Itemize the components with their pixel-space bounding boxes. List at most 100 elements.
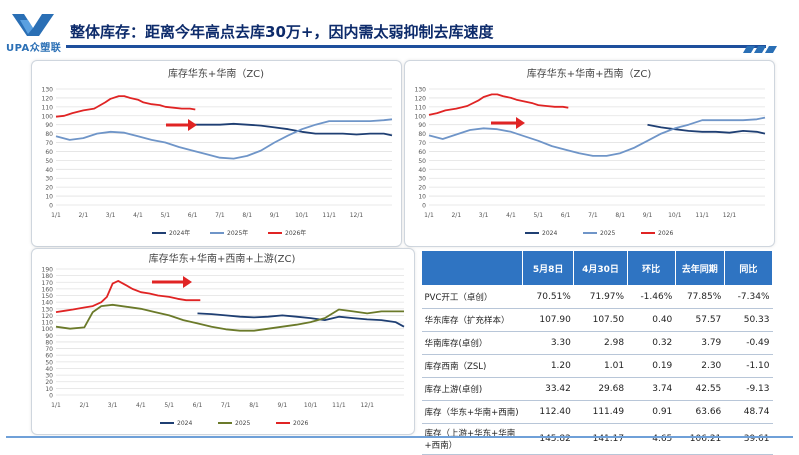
inventory-table: 5月8日 4月30日 环比 去年同期 同比 PVC开工（卓创） 70.51% 7… — [421, 250, 774, 455]
x-tick-label: 5/1 — [160, 212, 170, 219]
chart-title: 库存华东+华南（ZC) — [168, 67, 264, 80]
title-underline — [66, 45, 766, 48]
y-tick-label: 80 — [45, 339, 53, 346]
table-row: 华南库存(卓创） 3.30 2.98 0.32 3.79 -0.49 — [421, 331, 773, 355]
y-tick-label: 110 — [42, 104, 54, 111]
x-tick-label: 10/1 — [304, 402, 318, 409]
row-label: 库存（华东+华南+西南) — [421, 400, 523, 424]
y-tick-label: 50 — [418, 158, 426, 165]
y-tick-label: 110 — [415, 104, 427, 111]
x-tick-label: 8/1 — [249, 402, 259, 409]
cell-value: 0.19 — [627, 354, 676, 378]
upa-logo — [12, 14, 54, 36]
y-tick-label: 190 — [42, 267, 54, 274]
x-tick-label: 11/1 — [322, 212, 336, 219]
cell-value: 107.90 — [522, 308, 574, 332]
x-tick-label: 7/1 — [215, 212, 225, 219]
series-line-2024年 — [192, 122, 393, 137]
row-label: 库存上游(卓创) — [421, 377, 523, 401]
cell-value: 3.30 — [522, 331, 574, 355]
chart-panel-3: 库存华东+华南+西南+上游(ZC) 0 10 20 30 40 50 60 70 80 90 100 1… — [31, 248, 415, 435]
y-tick-label: 60 — [418, 149, 426, 156]
footer-rule — [6, 436, 793, 438]
table-header: 去年同期 — [674, 250, 725, 286]
x-tick-label: 2/1 — [79, 402, 89, 409]
y-tick-label: 90 — [418, 122, 426, 129]
legend-label: 2025 — [235, 420, 250, 427]
y-tick-label: 30 — [45, 176, 53, 183]
x-tick-label: 8/1 — [615, 212, 625, 219]
y-tick-label: 170 — [42, 280, 54, 287]
cell-value: 0.40 — [627, 308, 676, 332]
legend-label: 2024 — [177, 420, 192, 427]
y-tick-label: 130 — [42, 306, 54, 313]
x-tick-label: 3/1 — [108, 402, 118, 409]
y-tick-label: 120 — [42, 95, 54, 102]
table-row: 库存上游(卓创) 33.42 29.68 3.74 42.55 -9.13 — [421, 377, 773, 401]
series-line-2024 — [197, 312, 405, 328]
title-decoration — [764, 46, 778, 53]
y-tick-label: 160 — [42, 286, 54, 293]
x-tick-label: 5/1 — [533, 212, 543, 219]
table-header: 4月30日 — [573, 250, 628, 286]
x-tick-label: 6/1 — [193, 402, 203, 409]
x-tick-label: 4/1 — [506, 212, 516, 219]
cell-value: 107.50 — [573, 308, 628, 332]
y-tick-label: 40 — [418, 167, 426, 174]
row-label: 华东库存（扩充样本） — [421, 308, 523, 332]
table-row: 华东库存（扩充样本） 107.90 107.50 0.40 57.57 50.3… — [421, 308, 773, 332]
x-tick-label: 7/1 — [221, 402, 231, 409]
y-tick-label: 100 — [42, 326, 54, 333]
y-tick-label: 140 — [42, 300, 54, 307]
y-tick-label: 0 — [49, 203, 53, 210]
cell-value: 1.01 — [573, 354, 628, 378]
y-tick-label: 0 — [422, 203, 426, 210]
cell-value: 1.20 — [522, 354, 574, 378]
cell-value: 50.33 — [724, 308, 773, 332]
x-tick-label: 6/1 — [561, 212, 571, 219]
table-header-row: 5月8日 4月30日 环比 去年同期 同比 — [421, 250, 774, 286]
legend-label: 2025 — [600, 230, 615, 237]
y-tick-label: 70 — [418, 140, 426, 147]
y-tick-label: 130 — [42, 87, 54, 94]
y-tick-label: 60 — [45, 353, 53, 360]
table-header: 同比 — [723, 250, 774, 286]
x-tick-label: 9/1 — [270, 212, 280, 219]
x-tick-label: 9/1 — [643, 212, 653, 219]
y-tick-label: 130 — [415, 87, 427, 94]
chart-panel-2: 库存华东+华南+西南（ZC) 0 10 20 30 40 50 60 70 80 90 100 110 1… — [404, 60, 775, 247]
series-line-2026 — [55, 279, 201, 313]
table-row: 库存（华东+华南+西南) 112.40 111.49 0.91 63.66 48… — [421, 400, 773, 424]
y-tick-label: 0 — [49, 393, 53, 400]
table-header: 环比 — [626, 250, 676, 286]
row-label: 华南库存(卓创） — [421, 331, 523, 355]
table-header: 5月8日 — [521, 250, 575, 286]
cell-value: 0.32 — [627, 331, 676, 355]
chart-title: 库存华东+华南+西南（ZC) — [527, 67, 652, 80]
y-tick-label: 80 — [418, 131, 426, 138]
y-tick-label: 40 — [45, 167, 53, 174]
chart-panel-1: 库存华东+华南（ZC) 0 10 20 30 40 50 60 70 80 90 100 110 120 1… — [31, 60, 402, 247]
y-tick-label: 30 — [418, 176, 426, 183]
cell-value: 3.74 — [627, 377, 676, 401]
x-tick-label: 12/1 — [360, 402, 374, 409]
table-header — [421, 250, 523, 286]
cell-value: -0.49 — [724, 331, 773, 355]
y-tick-label: 10 — [45, 386, 53, 393]
x-tick-label: 10/1 — [295, 212, 309, 219]
arrow-head-icon — [183, 276, 192, 288]
x-tick-label: 8/1 — [242, 212, 252, 219]
x-tick-label: 2/1 — [78, 212, 88, 219]
chart-east-south: 库存华东+华南（ZC)01020304050607080901001101201… — [42, 67, 393, 237]
row-label: PVC开工（卓创） — [421, 285, 523, 309]
y-tick-label: 60 — [45, 149, 53, 156]
y-tick-label: 80 — [45, 131, 53, 138]
y-tick-label: 100 — [42, 113, 54, 120]
cell-value: 2.98 — [573, 331, 628, 355]
legend-label: 2026 — [658, 230, 673, 237]
y-tick-label: 90 — [45, 122, 53, 129]
y-tick-label: 100 — [415, 113, 427, 120]
arrow-head-icon — [516, 117, 525, 129]
x-tick-label: 3/1 — [479, 212, 489, 219]
y-tick-label: 10 — [418, 194, 426, 201]
